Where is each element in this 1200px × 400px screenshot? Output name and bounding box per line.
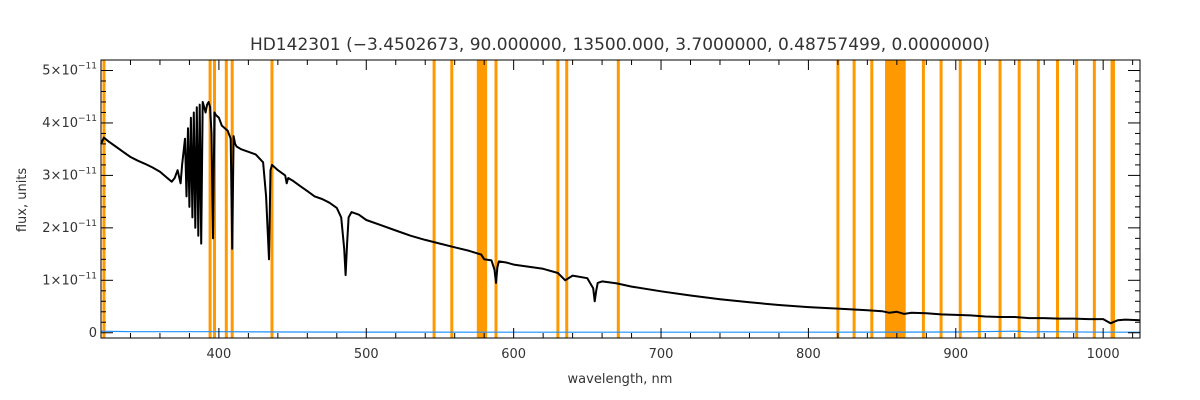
x-tick-label-400: 400 — [206, 347, 231, 362]
band-23 — [1036, 60, 1040, 338]
band-2 — [213, 60, 217, 338]
x-tick-label-900: 900 — [943, 347, 968, 362]
x-tick-label-1000: 1000 — [1087, 347, 1120, 362]
band-12 — [616, 60, 620, 338]
x-tick-label-700: 700 — [649, 347, 674, 362]
y-tick-label-3: 3×10−11 — [42, 166, 97, 183]
band-27 — [1110, 60, 1115, 338]
y-tick-label-1: 1×10−11 — [42, 271, 97, 288]
band-25 — [1075, 60, 1079, 338]
band-17 — [921, 60, 925, 338]
chart-title: HD142301 (−3.4502673, 90.000000, 13500.0… — [250, 35, 990, 55]
band-1 — [208, 60, 212, 338]
band-0 — [102, 60, 106, 338]
plot-frame — [100, 59, 1141, 339]
x-tick-label-600: 600 — [501, 347, 526, 362]
band-21 — [998, 60, 1002, 338]
y-tick-label-4: 4×10−11 — [42, 114, 97, 131]
y-tick-label-5: 5×10−11 — [42, 61, 97, 78]
flux-series-line — [100, 101, 1141, 325]
band-11 — [565, 60, 569, 338]
band-22 — [1017, 60, 1021, 338]
error-series-line — [100, 330, 1140, 333]
band-24 — [1055, 60, 1059, 338]
x-axis-label: wavelength, nm — [568, 372, 673, 387]
band-8 — [476, 60, 488, 338]
telluric-bands — [102, 60, 1115, 338]
band-6 — [432, 60, 436, 338]
band-15 — [870, 60, 874, 338]
band-18 — [939, 60, 943, 338]
band-20 — [977, 60, 981, 338]
x-tick-label-500: 500 — [354, 347, 379, 362]
band-26 — [1092, 60, 1096, 338]
y-axis-label: flux, units — [15, 168, 30, 233]
band-9 — [494, 60, 498, 338]
band-10 — [556, 60, 560, 338]
x-tick-label-800: 800 — [796, 347, 821, 362]
band-14 — [852, 60, 856, 338]
band-7 — [450, 60, 454, 338]
band-5 — [270, 60, 274, 338]
band-3 — [224, 60, 228, 338]
band-13 — [836, 60, 840, 338]
band-19 — [958, 60, 962, 338]
band-16 — [885, 60, 906, 338]
y-tick-label-0: 0 — [89, 326, 97, 341]
y-tick-label-2: 2×10−11 — [42, 219, 97, 236]
series-layer — [100, 101, 1141, 333]
axis-ticks: 400 500 600 700 800 900 1000 0 1×10−11 2×10−11 3×1… — [42, 59, 1140, 362]
